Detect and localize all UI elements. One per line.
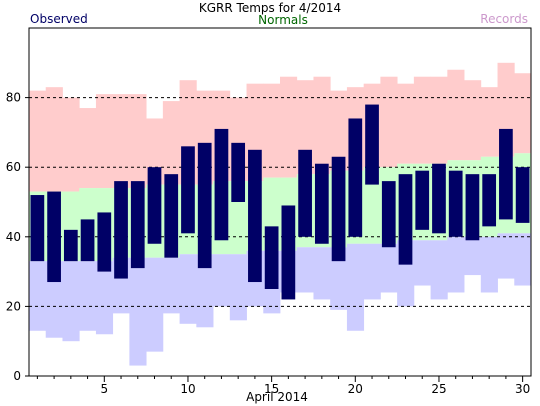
y-tick-label: 0 bbox=[13, 369, 21, 383]
observed-bar bbox=[80, 219, 95, 262]
record-high-band bbox=[95, 94, 114, 189]
x-tick-label: 15 bbox=[264, 382, 279, 396]
observed-bar bbox=[164, 174, 179, 258]
record-low-band bbox=[330, 247, 348, 310]
record-high-band bbox=[413, 76, 431, 164]
observed-bar bbox=[298, 149, 312, 237]
observed-bar bbox=[114, 181, 128, 279]
record-low-band bbox=[296, 247, 314, 293]
record-high-band bbox=[380, 76, 398, 168]
record-low-band bbox=[79, 261, 97, 331]
observed-bar bbox=[63, 229, 78, 262]
record-low-band bbox=[464, 236, 482, 276]
record-high-band bbox=[430, 76, 448, 164]
record-low-band bbox=[514, 233, 532, 286]
record-high-band bbox=[480, 87, 498, 157]
x-tick-label: 5 bbox=[100, 382, 108, 396]
x-tick-label: 30 bbox=[515, 382, 530, 396]
record-low-band bbox=[229, 254, 247, 321]
observed-bar bbox=[47, 191, 61, 283]
observed-bar bbox=[381, 181, 396, 248]
record-low-band bbox=[497, 233, 515, 279]
y-tick-label: 20 bbox=[6, 299, 21, 313]
record-low-band bbox=[179, 254, 197, 324]
record-high-band bbox=[45, 87, 63, 192]
y-tick-label: 40 bbox=[6, 230, 21, 244]
record-low-band bbox=[363, 243, 381, 300]
observed-bar bbox=[231, 142, 246, 202]
record-low-band bbox=[29, 261, 47, 331]
record-high-band bbox=[330, 90, 348, 171]
legend-records: Records bbox=[480, 12, 528, 26]
record-low-band bbox=[95, 261, 114, 335]
observed-bar bbox=[482, 174, 497, 227]
x-tick-label: 25 bbox=[431, 382, 446, 396]
record-low-band bbox=[129, 257, 147, 366]
observed-bar bbox=[415, 170, 430, 230]
record-low-band bbox=[430, 240, 448, 300]
record-low-band bbox=[447, 236, 465, 293]
x-tick-label: 20 bbox=[348, 382, 363, 396]
record-high-band bbox=[514, 73, 532, 154]
record-low-band bbox=[213, 254, 231, 307]
observed-bar bbox=[365, 104, 379, 185]
y-tick-label: 60 bbox=[6, 160, 21, 174]
y-tick-label: 80 bbox=[6, 91, 21, 105]
observed-bar bbox=[214, 128, 229, 241]
observed-bar bbox=[30, 195, 45, 262]
record-high-band bbox=[29, 90, 47, 192]
record-low-band bbox=[196, 254, 214, 328]
record-low-band bbox=[413, 240, 431, 286]
observed-bar bbox=[281, 205, 296, 300]
record-low-band bbox=[162, 257, 180, 314]
x-tick-label: 10 bbox=[180, 382, 195, 396]
x-axis-label: April 2014 bbox=[246, 390, 308, 404]
observed-bar bbox=[97, 212, 112, 272]
observed-bar bbox=[398, 174, 413, 265]
record-low-band bbox=[346, 243, 365, 331]
observed-bar bbox=[499, 128, 513, 220]
observed-bar bbox=[147, 167, 162, 244]
record-high-band bbox=[397, 83, 415, 164]
chart-title: KGRR Temps for 4/2014 bbox=[199, 1, 341, 15]
observed-bar bbox=[314, 163, 329, 244]
record-low-band bbox=[313, 247, 331, 300]
observed-bar bbox=[197, 142, 212, 269]
record-high-band bbox=[62, 97, 80, 192]
normal-band bbox=[363, 167, 381, 244]
legend-normals: Normals bbox=[258, 13, 308, 27]
observed-bar bbox=[181, 146, 195, 234]
observed-bar bbox=[515, 167, 530, 223]
observed-bar bbox=[264, 226, 279, 289]
record-low-band bbox=[380, 243, 398, 293]
plot-area: 0 20 40 60 80 5 10 15 20 25 30 bbox=[6, 27, 532, 396]
record-high-band bbox=[263, 83, 281, 178]
record-high-band bbox=[280, 76, 298, 178]
observed-bar bbox=[348, 118, 363, 237]
record-high-band bbox=[464, 80, 482, 161]
legend-observed: Observed bbox=[30, 12, 88, 26]
observed-bar bbox=[448, 170, 463, 237]
record-high-band bbox=[129, 94, 147, 189]
observed-bar bbox=[248, 149, 262, 283]
plot-frame bbox=[28, 27, 532, 377]
record-low-band bbox=[480, 236, 498, 293]
record-high-band bbox=[162, 101, 180, 185]
record-high-band bbox=[79, 108, 97, 189]
record-low-band bbox=[62, 261, 80, 342]
record-high-band bbox=[112, 94, 130, 189]
observed-bar bbox=[130, 181, 145, 269]
observed-bar bbox=[432, 163, 446, 234]
observed-bar bbox=[331, 156, 346, 262]
observed-bar bbox=[465, 174, 480, 241]
record-high-band bbox=[313, 76, 331, 175]
record-low-band bbox=[146, 257, 164, 352]
record-high-band bbox=[447, 69, 465, 161]
